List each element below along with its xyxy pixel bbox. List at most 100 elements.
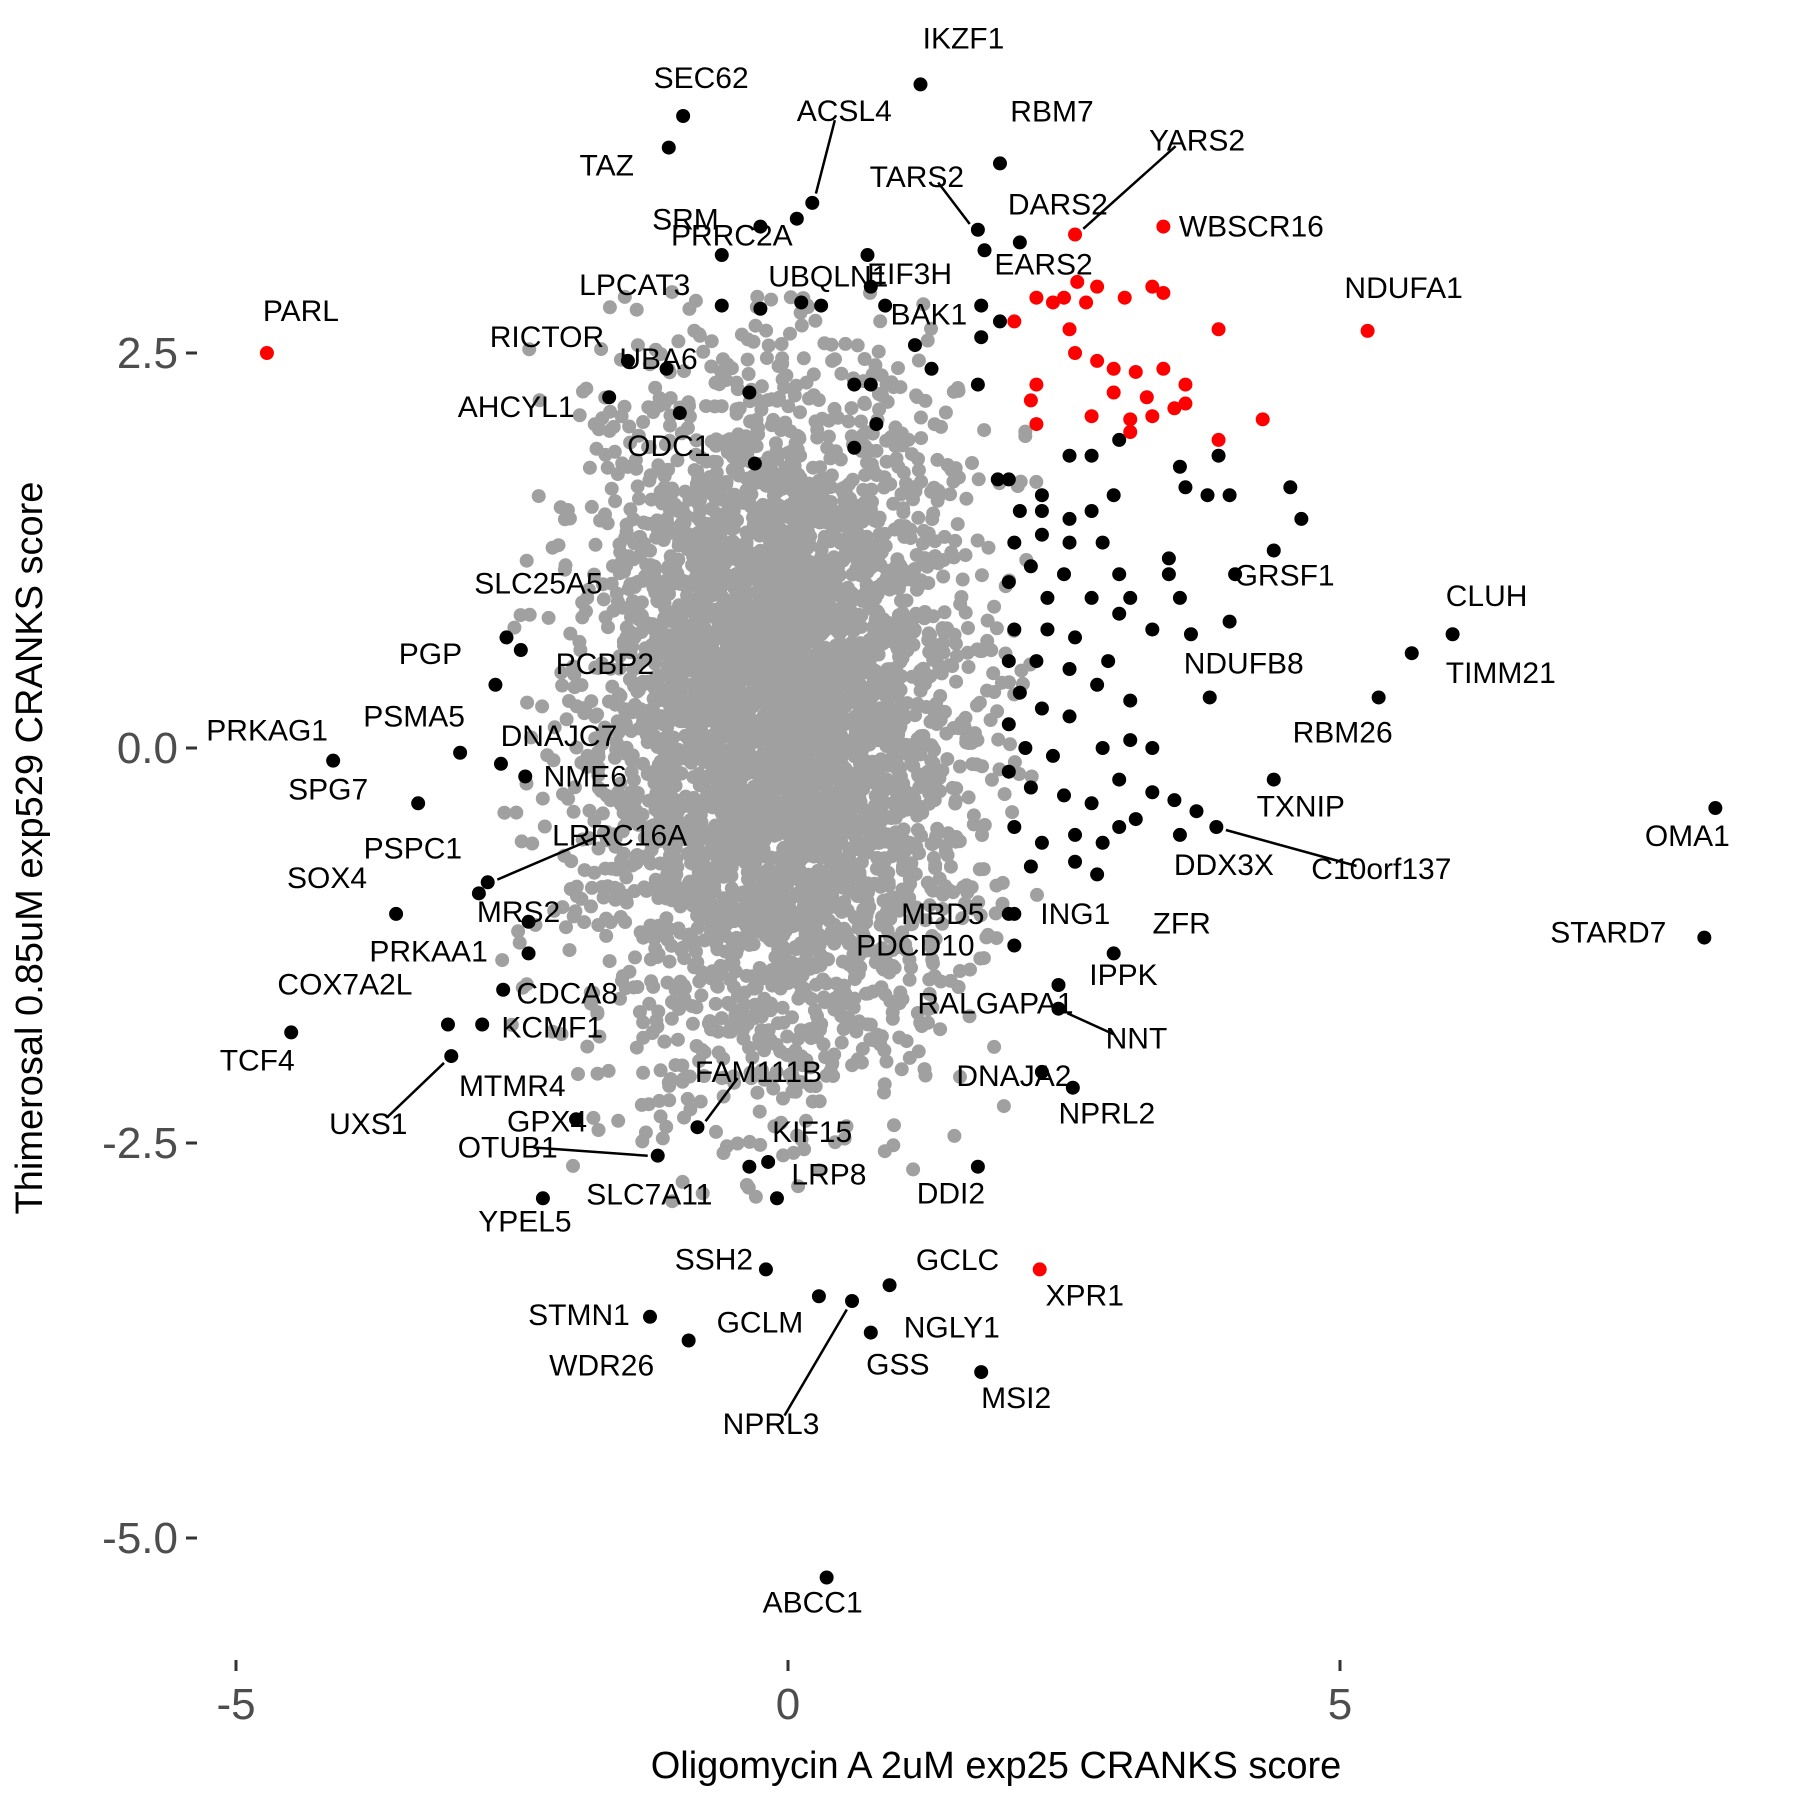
background-point bbox=[874, 711, 889, 726]
black-point bbox=[1145, 622, 1160, 637]
background-point bbox=[782, 854, 797, 869]
background-point bbox=[789, 886, 804, 901]
black-point bbox=[1123, 590, 1138, 605]
background-point bbox=[788, 940, 803, 955]
background-point bbox=[497, 805, 512, 820]
background-point bbox=[862, 562, 877, 577]
background-point bbox=[750, 289, 765, 304]
background-point bbox=[809, 825, 824, 840]
background-point bbox=[935, 621, 950, 636]
background-point bbox=[582, 460, 597, 475]
background-point bbox=[590, 1066, 605, 1081]
point-cdca8 bbox=[496, 982, 511, 997]
background-point bbox=[641, 793, 656, 808]
background-point bbox=[737, 885, 752, 900]
label-mtmr4: MTMR4 bbox=[459, 1070, 566, 1103]
background-point bbox=[737, 757, 752, 772]
background-point bbox=[588, 660, 603, 675]
point-lrp8 bbox=[769, 1191, 784, 1206]
background-point bbox=[788, 506, 803, 521]
background-point bbox=[596, 592, 611, 607]
background-point bbox=[829, 976, 844, 991]
point-ndufb8 bbox=[1202, 690, 1217, 705]
background-point bbox=[769, 665, 784, 679]
black-point bbox=[1172, 459, 1187, 474]
background-point bbox=[850, 889, 865, 904]
background-point bbox=[699, 531, 714, 546]
black-point bbox=[714, 298, 729, 313]
background-point bbox=[1012, 767, 1027, 781]
black-point bbox=[1023, 859, 1038, 874]
background-point bbox=[699, 888, 713, 903]
background-point bbox=[772, 776, 787, 791]
background-point bbox=[730, 513, 744, 528]
label-ddi2: DDI2 bbox=[917, 1178, 985, 1211]
red-point bbox=[1106, 385, 1121, 400]
background-point bbox=[810, 646, 825, 661]
background-point bbox=[773, 934, 788, 949]
background-point bbox=[792, 540, 807, 555]
background-point bbox=[871, 647, 886, 662]
background-point bbox=[842, 841, 857, 856]
background-point bbox=[972, 695, 987, 710]
background-point bbox=[687, 323, 702, 338]
background-point bbox=[844, 401, 859, 416]
background-point bbox=[586, 1110, 601, 1125]
background-point bbox=[718, 834, 733, 848]
point-odc1 bbox=[672, 406, 687, 421]
background-point bbox=[630, 479, 645, 494]
background-point bbox=[729, 742, 744, 757]
background-point bbox=[991, 732, 1006, 747]
label-yars2: YARS2 bbox=[1149, 125, 1245, 158]
background-point bbox=[559, 920, 573, 935]
background-point bbox=[922, 645, 937, 659]
label-c10orf137: C10orf137 bbox=[1311, 853, 1451, 886]
background-point bbox=[711, 548, 726, 562]
background-point bbox=[796, 351, 811, 366]
background-point bbox=[584, 499, 599, 514]
background-point bbox=[595, 411, 610, 426]
black-point bbox=[1084, 796, 1099, 811]
background-point bbox=[680, 1091, 695, 1106]
background-point bbox=[775, 351, 790, 366]
background-point bbox=[908, 867, 923, 882]
background-point bbox=[909, 388, 924, 403]
background-point bbox=[584, 880, 599, 895]
background-point bbox=[816, 758, 830, 773]
label-gclm: GCLM bbox=[717, 1306, 804, 1339]
point-rbm7 bbox=[992, 156, 1007, 171]
background-point bbox=[859, 915, 874, 930]
background-point bbox=[806, 1023, 821, 1038]
background-point bbox=[965, 456, 979, 470]
background-point bbox=[739, 429, 753, 444]
background-point bbox=[676, 978, 691, 993]
background-point bbox=[885, 943, 900, 957]
background-point bbox=[639, 557, 654, 572]
background-point bbox=[783, 747, 798, 762]
background-point bbox=[670, 453, 685, 468]
background-point bbox=[572, 634, 587, 649]
background-point bbox=[686, 937, 701, 952]
background-point bbox=[775, 372, 790, 387]
red-point bbox=[1029, 377, 1044, 392]
label-cdca8: CDCA8 bbox=[516, 978, 618, 1011]
background-point bbox=[812, 1094, 827, 1109]
background-point bbox=[595, 806, 610, 821]
background-point bbox=[906, 1162, 921, 1177]
background-point bbox=[847, 910, 862, 925]
label-mbd5: MBD5 bbox=[901, 898, 984, 931]
red-point bbox=[1090, 353, 1105, 368]
red-point bbox=[1007, 314, 1022, 329]
black-point bbox=[1001, 575, 1016, 590]
background-point bbox=[811, 393, 826, 407]
background-points bbox=[495, 285, 1044, 1209]
point-txnip bbox=[1266, 772, 1281, 787]
background-point bbox=[663, 794, 678, 809]
background-point bbox=[902, 1050, 917, 1065]
point-rbm26 bbox=[1371, 690, 1386, 705]
label-tcf4: TCF4 bbox=[220, 1044, 295, 1077]
background-point bbox=[648, 572, 663, 587]
background-point bbox=[702, 1014, 717, 1029]
background-point bbox=[707, 752, 722, 766]
background-point bbox=[951, 980, 966, 994]
